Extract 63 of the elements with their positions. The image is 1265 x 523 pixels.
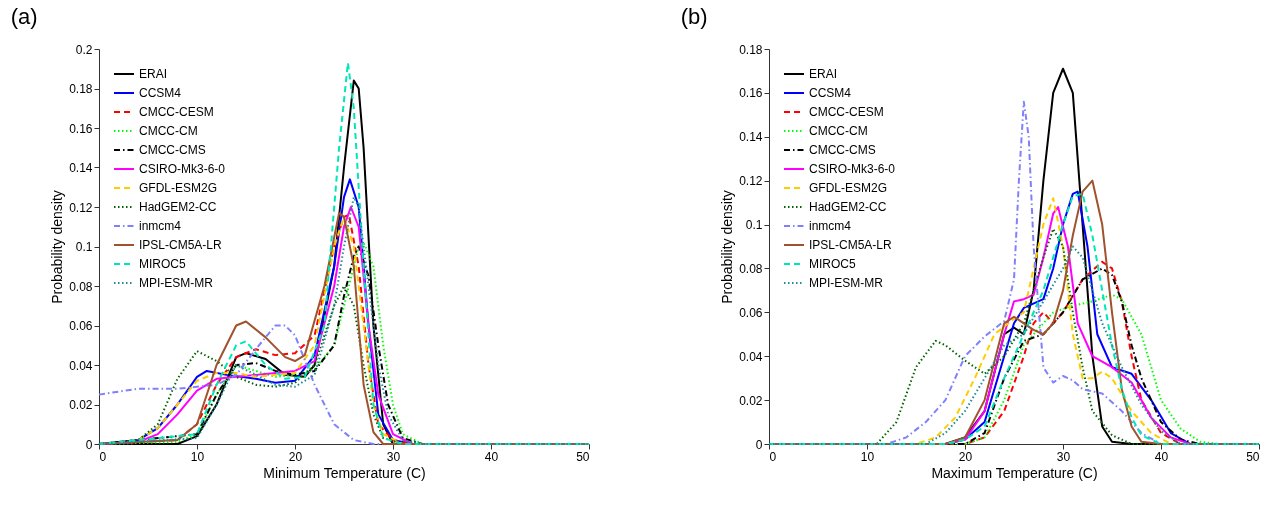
legend-label: inmcm4	[809, 219, 852, 233]
legend-label: HadGEM2-CC	[139, 200, 217, 214]
x-tick-label: 50	[576, 449, 590, 464]
y-tick-label: 0.16	[739, 86, 763, 101]
legend-label: ERAI	[139, 67, 168, 81]
legend-label: CSIRO-Mk3-6-0	[139, 162, 226, 176]
y-axis-title: Probability density	[719, 190, 736, 304]
legend-label: CCSM4	[139, 86, 182, 100]
y-tick-label: 0.14	[69, 161, 93, 175]
y-axis-title: Probability density	[49, 190, 66, 304]
x-tick-label: 0	[99, 449, 107, 464]
y-tick-label: 0.02	[739, 393, 763, 408]
y-tick-label: 0.08	[739, 261, 763, 276]
x-tick-label: 50	[1246, 449, 1260, 464]
legend-label: CSIRO-Mk3-6-0	[809, 162, 896, 176]
legend-label: ERAI	[809, 67, 838, 81]
legend-label: CMCC-CM	[809, 124, 868, 138]
y-tick-label: 0.1	[75, 240, 93, 254]
y-tick-label: 0.02	[69, 398, 93, 412]
legend-label: MIROC5	[139, 257, 186, 271]
y-tick-label: 0.14	[739, 130, 763, 145]
legend-label: GFDL-ESM2G	[809, 181, 888, 195]
y-tick-label: 0	[755, 437, 763, 452]
legend-label: CMCC-CM	[139, 124, 198, 138]
x-tick-label: 10	[190, 449, 205, 464]
legend-label: inmcm4	[139, 219, 182, 233]
x-tick-label: 20	[958, 449, 973, 464]
y-tick-label: 0.06	[739, 305, 763, 320]
legend-label: IPSL-CM5A-LR	[139, 238, 223, 252]
y-tick-label: 0.18	[69, 82, 93, 96]
y-tick-label: 0	[85, 437, 93, 452]
legend-label: CMCC-CMS	[139, 143, 206, 157]
x-tick-label: 20	[288, 449, 303, 464]
y-tick-label: 0.06	[69, 319, 93, 333]
legend-label: MPI-ESM-MR	[139, 276, 214, 290]
x-axis-title: Maximum Temperature (C)	[931, 464, 1098, 481]
legend-label: HadGEM2-CC	[809, 200, 887, 214]
x-tick-label: 30	[1056, 449, 1071, 464]
y-tick-label: 0.04	[739, 349, 763, 364]
y-tick-label: 0.12	[739, 174, 763, 189]
y-tick-label: 0.18	[739, 42, 763, 57]
y-tick-label: 0.16	[69, 121, 93, 136]
x-tick-label: 40	[1154, 449, 1169, 464]
y-tick-label: 0.12	[69, 200, 93, 215]
legend-label: IPSL-CM5A-LR	[809, 238, 893, 252]
y-tick-label: 0.04	[69, 358, 93, 373]
legend-label: GFDL-ESM2G	[139, 181, 218, 195]
legend-label: CCSM4	[809, 86, 852, 100]
x-tick-label: 40	[484, 449, 499, 464]
x-axis-title: Minimum Temperature (C)	[263, 464, 426, 481]
y-tick-label: 0.2	[75, 42, 93, 57]
chart-title: (b)	[680, 4, 708, 29]
x-tick-label: 0	[769, 449, 777, 464]
legend-label: CMCC-CESM	[809, 105, 884, 119]
y-tick-label: 0.08	[69, 279, 93, 294]
x-tick-label: 30	[386, 449, 401, 464]
legend-label: CMCC-CESM	[139, 105, 214, 119]
chart-title: (a)	[10, 4, 38, 29]
legend-label: MPI-ESM-MR	[809, 276, 884, 290]
legend-label: CMCC-CMS	[809, 143, 876, 157]
y-tick-label: 0.1	[745, 218, 763, 233]
legend-label: MIROC5	[809, 257, 856, 271]
x-tick-label: 10	[860, 449, 875, 464]
